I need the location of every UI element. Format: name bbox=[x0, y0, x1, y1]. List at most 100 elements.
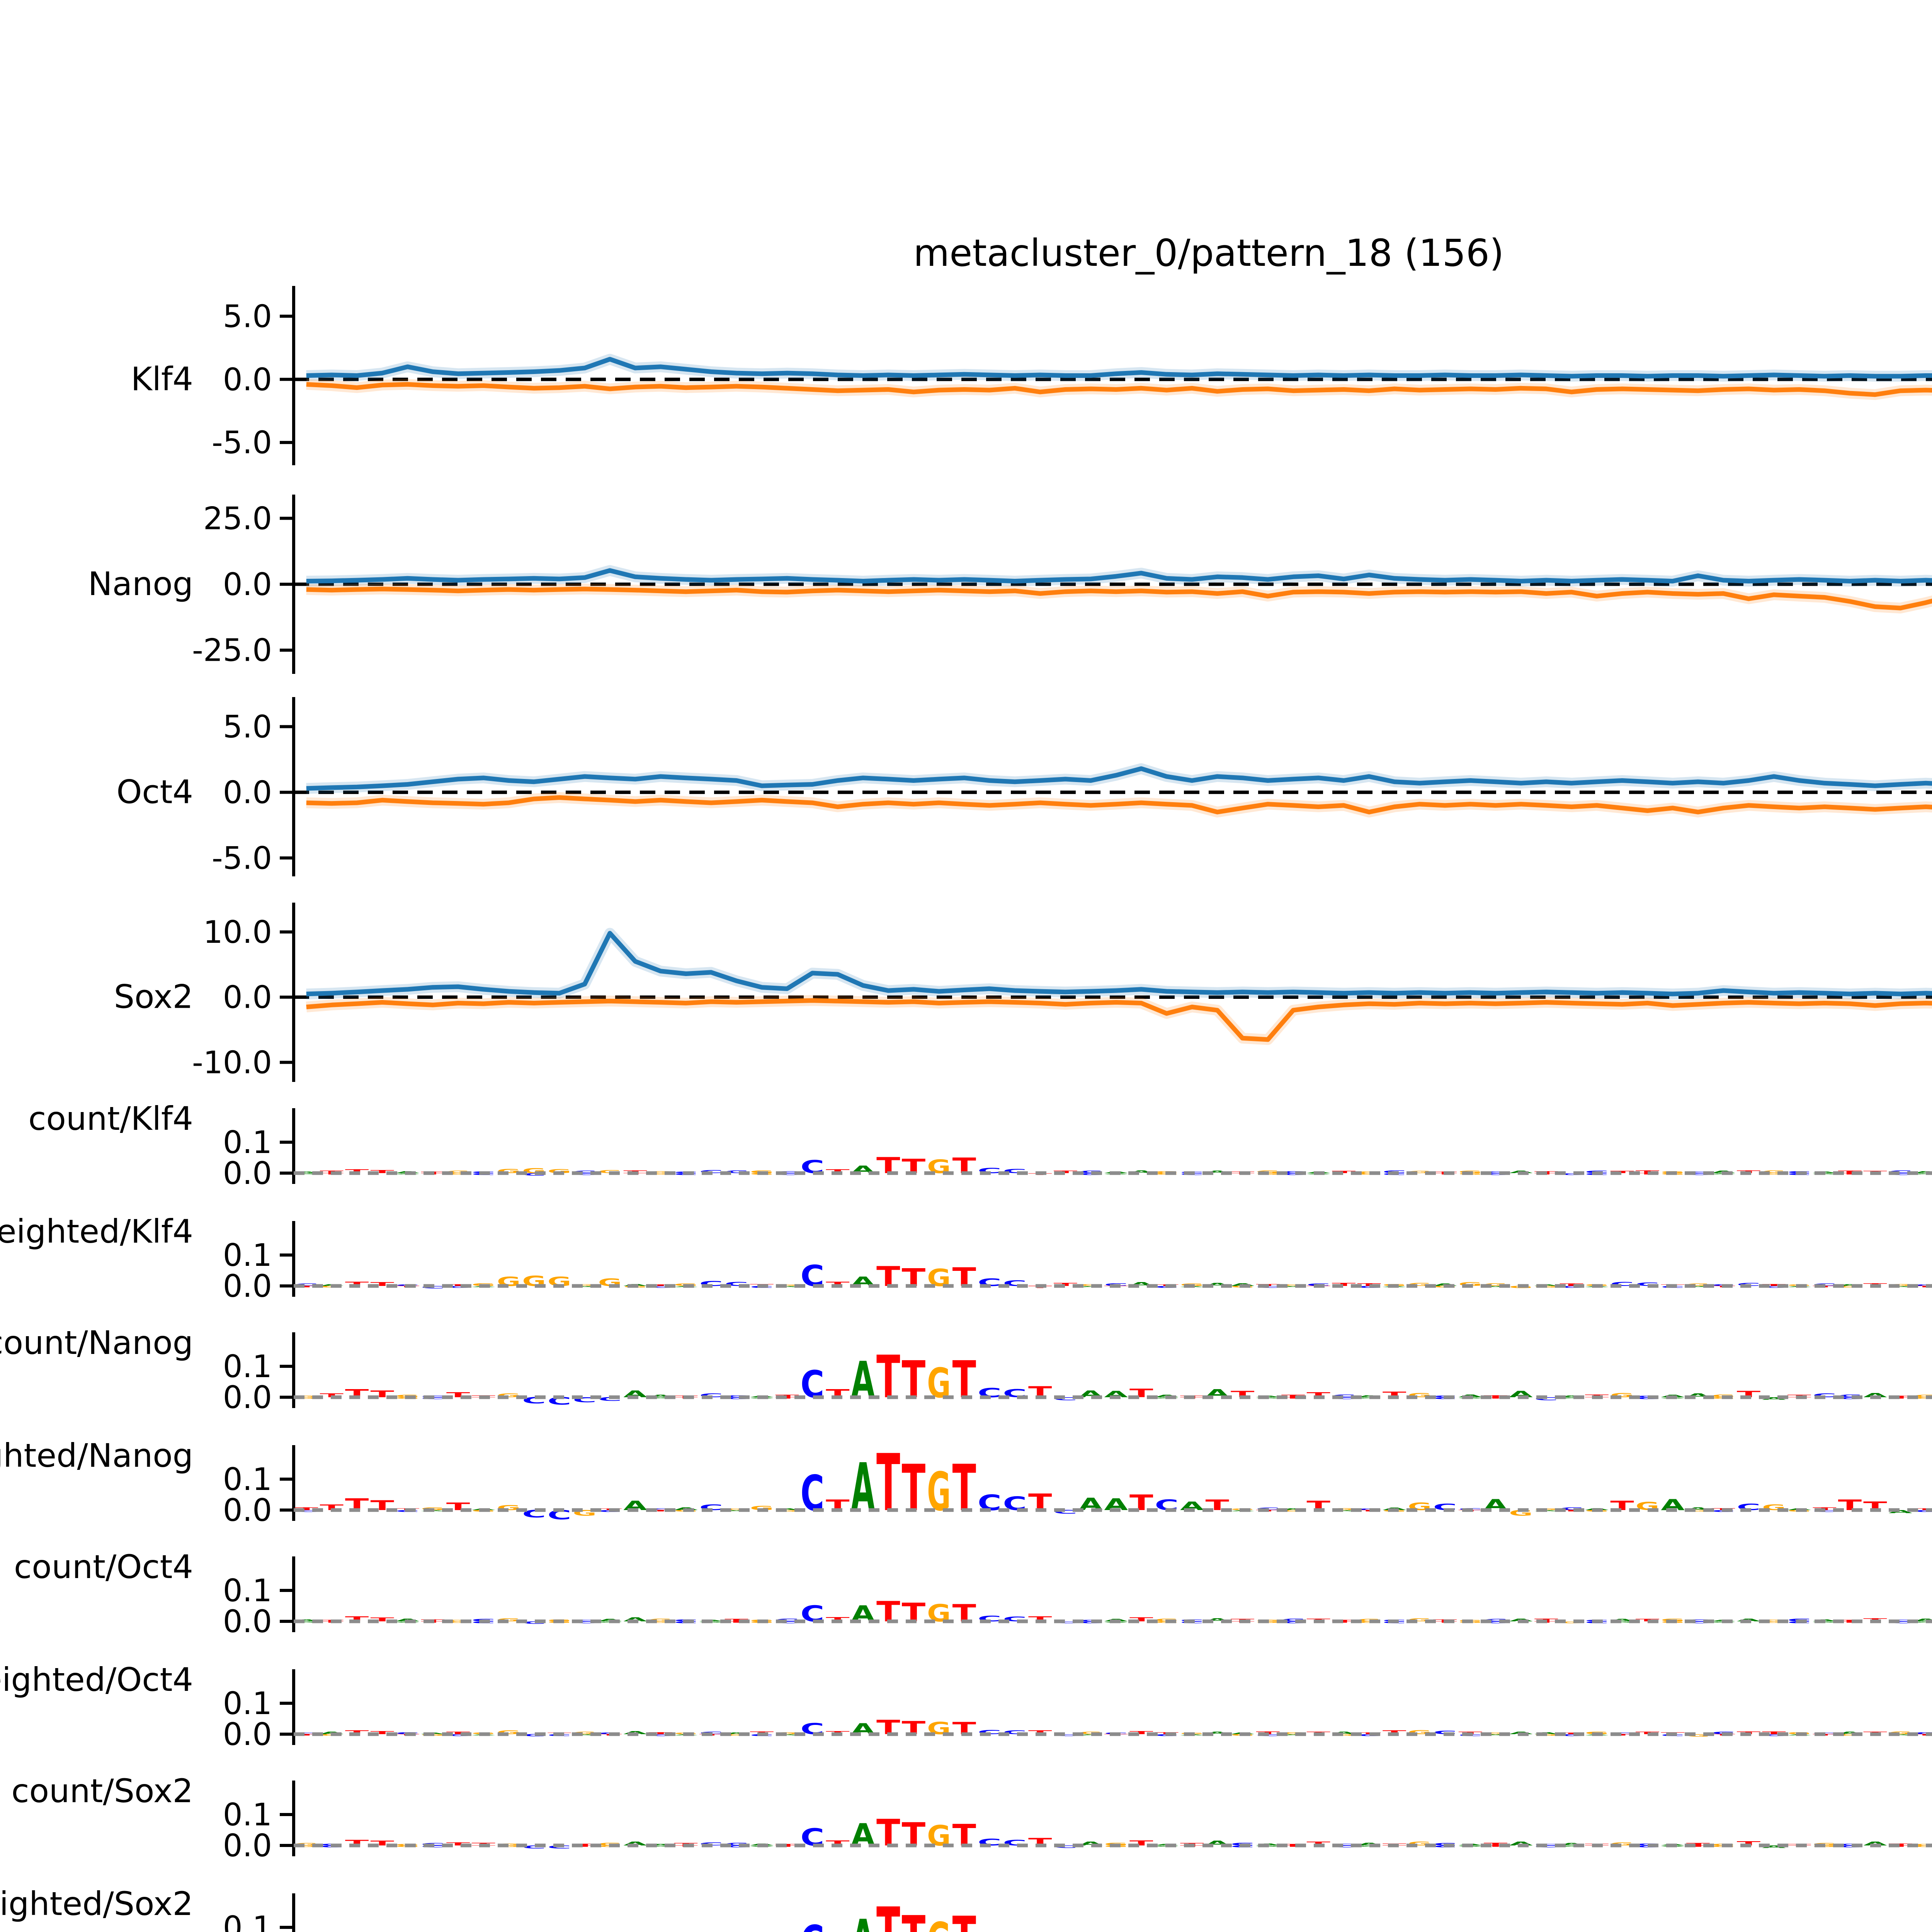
logo-letter-C: C bbox=[1357, 1508, 1381, 1510]
logo-letter-G: G bbox=[927, 1360, 951, 1407]
logo-letter-A: A bbox=[1281, 1508, 1305, 1510]
logo-letter-C: C bbox=[1686, 1173, 1710, 1176]
logo-letter-A: A bbox=[573, 1286, 597, 1287]
logo-letter-T: T bbox=[649, 1731, 673, 1735]
panel-logo-weighted-nanog: 0.10.0weighted/NanogTCTCGAAGTCCTAGGAAGGA… bbox=[0, 1437, 1932, 1529]
logo-letter-T: T bbox=[573, 1845, 597, 1847]
logo-letter-T: T bbox=[1636, 1173, 1660, 1175]
logo-letter-T: T bbox=[1484, 1842, 1508, 1846]
panel-logo-count-sox2: 0.10.0count/Sox2GGCCGGCCTTGGTTGGAATTCCAA… bbox=[11, 1772, 1932, 1864]
logo-letter-T: T bbox=[1686, 1845, 1710, 1847]
logo-letter-A: A bbox=[1560, 1397, 1583, 1398]
logo-letter-C: C bbox=[1079, 1170, 1103, 1174]
logo-letter-T: T bbox=[1357, 1510, 1381, 1512]
logo-letter-C: C bbox=[1838, 1397, 1862, 1400]
logo-letter-G: G bbox=[294, 1845, 318, 1848]
logo-letter-A: A bbox=[1332, 1510, 1356, 1511]
logo-letter-C: C bbox=[1484, 1618, 1508, 1622]
figure-title: metacluster_0/pattern_18 (156) bbox=[913, 231, 1504, 275]
logo-letter-C: C bbox=[1560, 1173, 1583, 1176]
logo-letter-G: G bbox=[446, 1619, 470, 1622]
logo-letter-A: A bbox=[1863, 1392, 1887, 1399]
panel-logo-count-klf4: 0.10.0count/Klf4AATTAATTGGCCCCTTGGCCGGCC… bbox=[28, 1100, 1932, 1191]
logo-letter-C: C bbox=[775, 1173, 799, 1176]
logo-letter-A: A bbox=[851, 1818, 875, 1853]
logo-letter-T: T bbox=[1281, 1845, 1305, 1847]
logo-letter-T: T bbox=[1686, 1842, 1710, 1846]
logo-letter-T: T bbox=[952, 1451, 976, 1526]
logo-letter-C: C bbox=[1889, 1619, 1913, 1622]
logo-letter-T: T bbox=[902, 1351, 926, 1410]
logo-letter-C: C bbox=[801, 1465, 825, 1522]
logo-letter-T: T bbox=[1914, 1508, 1932, 1510]
logo-letter-C: C bbox=[1281, 1170, 1305, 1174]
logo-letter-C: C bbox=[1914, 1731, 1932, 1735]
y-tick-label: 0.1 bbox=[223, 1237, 272, 1273]
logo-letter-C: C bbox=[1636, 1395, 1660, 1398]
logo-letter-T: T bbox=[724, 1618, 748, 1622]
logo-letter-C: C bbox=[522, 1621, 546, 1625]
logo-letter-A: A bbox=[1686, 1286, 1710, 1287]
y-tick-label: 0.0 bbox=[223, 1492, 272, 1528]
logo-letter-C: C bbox=[1281, 1621, 1305, 1624]
y-tick-label: 0.1 bbox=[223, 1349, 272, 1384]
panel-label: Sox2 bbox=[114, 978, 193, 1016]
logo-letter-C: C bbox=[724, 1397, 748, 1400]
panel-logo-count-nanog: 0.10.0count/NanogGGGGCCTTAATTCCAATTAATTA… bbox=[0, 1324, 1932, 1415]
logo-letter-T: T bbox=[1914, 1286, 1932, 1288]
logo-letter-A: A bbox=[775, 1508, 799, 1510]
logo-letter-C: C bbox=[1636, 1397, 1660, 1400]
logo-letter-C: C bbox=[1281, 1618, 1305, 1622]
logo-letter-C: C bbox=[1357, 1286, 1381, 1289]
logo-letter-A: A bbox=[1079, 1286, 1103, 1287]
logo-letter-A: A bbox=[1610, 1621, 1634, 1622]
logo-letter-A: A bbox=[1914, 1618, 1932, 1622]
logo-letter-A: A bbox=[294, 1171, 318, 1173]
panel-line-klf4: 5.0 0.0 -5.0 Klf4 bbox=[131, 286, 1932, 465]
logo-letter-A: A bbox=[851, 1908, 875, 1932]
logo-letter-A: A bbox=[775, 1734, 799, 1735]
logo-letter-T: T bbox=[1838, 1170, 1862, 1174]
logo-letter-G: G bbox=[1408, 1170, 1432, 1174]
logo-letter-T: T bbox=[1332, 1621, 1356, 1623]
logo-letter-A: A bbox=[1610, 1618, 1634, 1622]
y-tick-label: 0.1 bbox=[223, 1797, 272, 1833]
logo-letter-C: C bbox=[294, 1510, 318, 1513]
y-tick-label: 0.0 bbox=[223, 1828, 272, 1864]
logo-letter-C: C bbox=[573, 1173, 597, 1176]
logo-letter-C: C bbox=[1636, 1845, 1660, 1848]
y-tick-label: 0.0 bbox=[223, 566, 272, 602]
logo-letter-T: T bbox=[775, 1845, 799, 1847]
panel-label: weighted/Nanog bbox=[0, 1437, 193, 1475]
logo-letter-T: T bbox=[775, 1844, 799, 1846]
y-tick-label: 0.0 bbox=[223, 1379, 272, 1415]
logo-letter-C: C bbox=[801, 1363, 825, 1406]
logo-letter-G: G bbox=[1686, 1734, 1710, 1738]
logo-letter-T: T bbox=[1560, 1510, 1583, 1512]
logo-letter-T: T bbox=[1610, 1734, 1634, 1736]
logo-letter-T: T bbox=[1889, 1395, 1913, 1398]
panel-line-sox2: 10.0 0.0 -10.0 Sox2 bbox=[114, 903, 1932, 1082]
y-tick-label: 0.0 bbox=[223, 1604, 272, 1639]
logo-letter-C: C bbox=[1889, 1621, 1913, 1624]
logo-letter-A: A bbox=[1484, 1286, 1508, 1287]
logo-letter-G: G bbox=[1762, 1621, 1786, 1624]
series-line_orange bbox=[306, 382, 1932, 397]
y-tick-label: 10.0 bbox=[203, 914, 272, 950]
panel-label: count/Sox2 bbox=[11, 1772, 193, 1810]
logo-letter-C: C bbox=[1762, 1734, 1786, 1737]
panel-logo-weighted-klf4: 0.10.0weighted/Klf4CTAGCTTCGAGAAGTCGATCG… bbox=[0, 1213, 1932, 1304]
logo-letter-T: T bbox=[902, 1903, 926, 1932]
logo-letter-T: T bbox=[876, 1892, 900, 1932]
y-tick-label: 0.0 bbox=[223, 1716, 272, 1752]
logo-letter-T: T bbox=[1914, 1734, 1932, 1736]
logo-letter-A: A bbox=[294, 1621, 318, 1622]
logo-letter-T: T bbox=[1636, 1170, 1660, 1174]
logo-letter-G: G bbox=[1762, 1170, 1786, 1174]
logo-letter-G: G bbox=[927, 1912, 951, 1932]
logo-letter-C: C bbox=[1560, 1734, 1583, 1737]
panel-logo-weighted-sox2: 0.10.0weighted/Sox2TCGATCGAAGTCAGTCCTAGG… bbox=[0, 1885, 976, 1932]
logo-letter-G: G bbox=[1281, 1284, 1305, 1286]
y-tick-label: 0.0 bbox=[223, 774, 272, 810]
